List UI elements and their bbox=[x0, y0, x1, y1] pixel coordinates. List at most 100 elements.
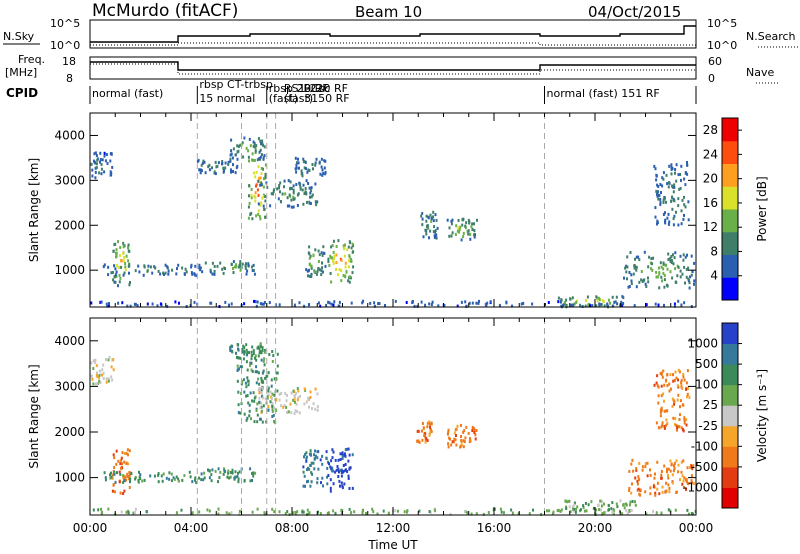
data-cell bbox=[303, 474, 306, 478]
data-cell bbox=[679, 186, 682, 190]
data-cell bbox=[228, 476, 231, 480]
data-cell bbox=[685, 477, 688, 481]
data-cell bbox=[369, 301, 372, 305]
data-cell bbox=[677, 378, 679, 382]
data-cell bbox=[641, 280, 644, 283]
data-cell bbox=[122, 475, 125, 479]
data-cell bbox=[230, 344, 233, 348]
data-cell bbox=[337, 467, 340, 471]
data-cell bbox=[110, 271, 113, 275]
data-cell bbox=[662, 369, 665, 373]
data-cell bbox=[690, 254, 693, 258]
data-cell bbox=[313, 457, 316, 461]
data-cell bbox=[661, 176, 664, 180]
data-cell bbox=[428, 422, 431, 426]
data-cell bbox=[676, 274, 679, 278]
data-cell bbox=[264, 173, 267, 176]
data-cell bbox=[466, 511, 469, 515]
data-cell bbox=[420, 214, 423, 218]
data-cell bbox=[258, 382, 261, 386]
data-cell bbox=[235, 351, 237, 355]
data-cell bbox=[583, 509, 586, 513]
data-cell bbox=[677, 299, 680, 303]
data-cell bbox=[298, 166, 300, 170]
data-cell bbox=[90, 361, 93, 365]
data-cell bbox=[339, 484, 341, 488]
colorbar-segment bbox=[722, 405, 738, 427]
data-cell bbox=[252, 269, 255, 272]
data-cell bbox=[641, 468, 644, 472]
data-cell bbox=[421, 438, 424, 442]
data-cell bbox=[119, 491, 122, 495]
data-cell bbox=[297, 192, 300, 196]
data-cell bbox=[98, 373, 101, 377]
data-cell bbox=[556, 509, 559, 512]
data-cell bbox=[660, 406, 663, 410]
data-cell bbox=[667, 185, 670, 189]
data-cell bbox=[278, 303, 281, 307]
data-cell bbox=[628, 509, 631, 513]
data-cell bbox=[102, 363, 105, 367]
data-cell bbox=[101, 373, 103, 377]
data-cell bbox=[245, 146, 248, 150]
data-cell bbox=[107, 273, 110, 277]
data-cell bbox=[310, 453, 312, 457]
data-cell bbox=[460, 435, 462, 438]
data-cell bbox=[462, 235, 465, 239]
data-cell bbox=[263, 363, 266, 367]
data-cell bbox=[293, 394, 296, 398]
data-cell bbox=[315, 272, 318, 276]
data-cell bbox=[560, 304, 563, 308]
data-cell bbox=[660, 394, 663, 398]
data-cell bbox=[248, 159, 250, 163]
data-cell bbox=[344, 265, 347, 269]
data-cell bbox=[595, 295, 598, 299]
data-cell bbox=[222, 271, 225, 275]
data-cell bbox=[94, 151, 97, 155]
data-cell bbox=[590, 500, 593, 504]
data-cell bbox=[271, 409, 274, 413]
data-cell bbox=[347, 259, 350, 263]
data-cell bbox=[597, 503, 600, 507]
data-cell bbox=[667, 483, 670, 487]
data-cell bbox=[468, 220, 471, 224]
data-cell bbox=[655, 275, 658, 279]
data-cell bbox=[683, 421, 686, 425]
data-cell bbox=[308, 452, 311, 456]
data-cell bbox=[123, 460, 126, 464]
data-cell bbox=[308, 201, 311, 205]
data-cell bbox=[209, 268, 212, 272]
data-cell bbox=[115, 449, 118, 453]
data-cell bbox=[638, 280, 641, 284]
data-cell bbox=[259, 406, 262, 410]
data-cell bbox=[227, 160, 230, 164]
data-cell bbox=[681, 386, 684, 390]
data-cell bbox=[317, 267, 320, 271]
data-cell bbox=[245, 350, 248, 354]
data-cell bbox=[307, 466, 309, 470]
data-cell bbox=[626, 265, 629, 269]
data-cell bbox=[656, 275, 659, 279]
data-cell bbox=[332, 450, 335, 454]
data-cell bbox=[676, 428, 678, 432]
data-cell bbox=[340, 481, 343, 485]
data-cell bbox=[607, 503, 610, 507]
data-cell bbox=[382, 509, 385, 513]
data-cell bbox=[293, 397, 296, 401]
data-cell bbox=[688, 395, 691, 399]
data-cell bbox=[682, 372, 685, 376]
data-cell bbox=[511, 511, 514, 515]
data-cell bbox=[686, 369, 689, 373]
data-cell bbox=[665, 200, 667, 204]
data-cell bbox=[615, 295, 618, 299]
data-cell bbox=[347, 245, 350, 249]
data-cell bbox=[117, 240, 119, 244]
data-cell bbox=[211, 468, 214, 472]
data-cell bbox=[632, 469, 635, 473]
data-cell bbox=[640, 270, 643, 273]
data-cell bbox=[250, 417, 252, 421]
data-cell bbox=[239, 365, 242, 369]
data-cell bbox=[137, 480, 140, 484]
data-cell bbox=[656, 481, 659, 485]
data-cell bbox=[467, 229, 470, 233]
